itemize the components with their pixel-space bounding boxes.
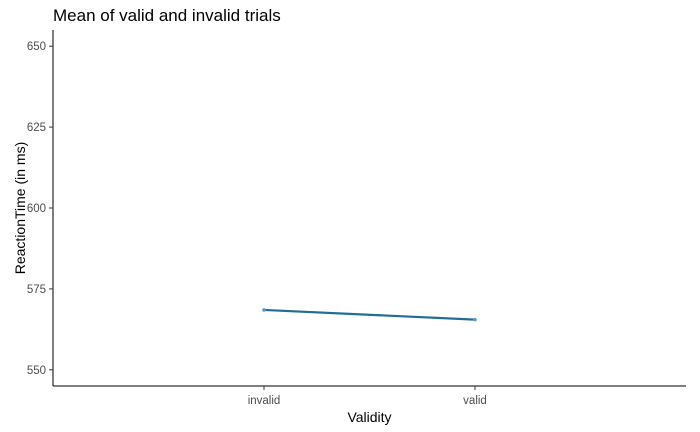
series-point <box>473 317 477 322</box>
y-tick-label: 625 <box>27 122 46 134</box>
series-line <box>263 308 476 321</box>
chart-title: Mean of valid and invalid trials <box>53 6 281 25</box>
x-ticks: invalid valid <box>248 386 487 407</box>
y-tick-label: 550 <box>27 365 46 377</box>
axes <box>52 30 686 387</box>
y-ticks: 550 575 600 625 650 <box>27 41 53 377</box>
y-tick-label: 575 <box>27 284 46 296</box>
x-axis-title: Validity <box>347 409 391 425</box>
x-tick-label: valid <box>463 395 487 407</box>
y-tick-label: 650 <box>27 41 46 53</box>
x-tick-label: invalid <box>248 395 281 407</box>
series-layer <box>262 308 477 322</box>
y-axis-title: ReactionTime (in ms) <box>12 142 28 275</box>
series-point <box>262 308 266 312</box>
y-tick-label: 600 <box>27 203 46 215</box>
